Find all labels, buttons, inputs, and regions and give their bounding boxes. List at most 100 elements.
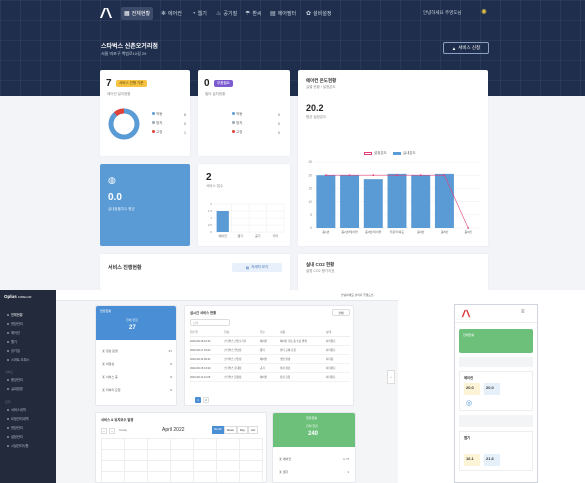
settings-icon: ✿ [306,11,312,17]
row-value: 1 [347,470,349,474]
nav-label: 전체현황 [131,11,151,17]
nav-item-settings[interactable]: ✿ 설비설정 [303,7,334,20]
wrench-icon: ▣ [102,375,106,379]
table-cell: 처리완료 [326,376,336,379]
y-tick-label: 0.5 [208,223,213,227]
side-toggle-icon[interactable]: › [387,370,395,384]
row-label: 에어컨 [282,457,292,461]
service-request-button[interactable]: ▲ 서비스 신청 [443,42,489,54]
table-filter-button[interactable]: 전체 [332,309,350,316]
co2-panel: 실내 CO2 현황 설명 CO2 평가지표 [298,254,488,290]
table-row[interactable]: 2022-08-17 15:02 스타벅스 연남점 웹기 필터 교체 요청 처리완료 [190,346,350,355]
filter-caption: 필터 설치현황 [205,92,226,96]
table-search-input[interactable]: 검색 [190,319,230,326]
efficiency-value: 0.0 [108,192,122,203]
prev-month-button[interactable]: ‹ [101,428,107,434]
page-1-button[interactable]: 1 [195,397,201,403]
table-cell: 냉방 불량 [280,358,291,361]
sidebar-item-settings[interactable]: 설정관리 [7,434,23,439]
sidebar-item-aircon[interactable]: 에어컨 [7,330,20,335]
aircon-count: 7 [106,78,112,89]
logo-icon[interactable] [99,7,113,19]
view-details-button[interactable]: ▤ 자세히 보기 [232,263,282,272]
fan-icon: ▣ [279,470,283,474]
sidebar-section-service: 서비스 [5,370,14,374]
nav-item-aircon[interactable]: ❄ 에어컨 [158,7,185,20]
service-request-label: 서비스 신청 [458,45,481,50]
nav-item-air-quality[interactable]: ♨ 공기질 [213,7,240,20]
calendar-grid[interactable] [101,438,263,482]
table-header: 접수일 현장 접수 내용 상태 [190,330,350,337]
wifi-icon: ◍ [108,175,116,185]
service-count-caption: 서비스 접수 [206,184,224,188]
menu-icon[interactable]: ≡ [521,309,525,315]
progress-label: 전체 현장 [306,424,318,428]
sidebar-item-requests[interactable]: 요청관리내역 [7,416,29,421]
inbox-icon: ▣ [102,388,106,392]
table-row[interactable]: 2022-08-16 09:41 스타벅스 신촌점 에어컨 냉방 불량 처리중 [190,355,350,364]
efficiency-card: ◍ 0.0 실내효율지수 평균 [100,164,190,246]
mobile-logo-icon[interactable] [461,309,471,318]
row-label: 미처리 요청 [105,388,121,392]
nav-item-overview[interactable]: ▦ 전체현황 [121,7,154,20]
view-week-button[interactable]: Week [223,426,237,434]
top-navigation: ▦ 전체현황 ❄ 에어컨 ◔ 웹기 ♨ 공기질 ☂ 환씨 ▤ 에어필터 ✿ 설비설정 안녕하세… [0,0,585,28]
table-cell: 스타벅스 신촌점 [224,358,242,361]
row-value: 0 [170,375,172,379]
sidebar-item-sites[interactable]: 현장관리 [7,321,23,326]
view-day-button[interactable]: Day [236,426,248,434]
app-logo[interactable]: Oplus KOREA AIR [4,294,31,299]
legend-value: 0 [278,130,280,135]
bar [387,173,407,228]
history-icon [7,408,9,411]
view-details-label: 자세히 보기 [251,265,269,269]
progress-title: 현장현황 [306,416,318,420]
nav-item-ventilation[interactable]: ☂ 환씨 [242,7,265,20]
table-row[interactable]: 2022-08-12 11:05 스타벅스 합정점 에어컨 점검 요청 처리완료 [190,373,350,382]
gear-icon[interactable]: ✺ [481,9,487,16]
table-row[interactable]: 2022-08-18 10:24 스타벅스 신촌오거리 에어컨 에어컨 가동 중 소음… [190,337,350,346]
service-progress-title: 서비스 진행현황 [108,265,142,271]
sidebar-item-fan[interactable]: 웹기 [7,339,17,344]
x-tick-label: 웹기 [237,233,243,238]
sidebar-item-smart-office[interactable]: 스마트 오피스 [7,357,29,362]
view-list-button[interactable]: List [247,426,259,434]
temperature-chart: 0 5 10 15 20 25 홀1번 홀2번/테이블 홀3번/테이블 카운터/복도 홀4번 홀5번 홀… [308,160,480,234]
sidebar-item-facility[interactable]: 시설관리사항 [7,443,29,448]
header-date: 접수일 [190,330,198,334]
view-month-button[interactable]: Month [212,426,224,434]
setpoint-point [443,174,446,177]
sidebar-item-indoor[interactable]: 실내환경 [7,386,23,391]
bar [411,175,431,228]
mobile-fan-card: 웹기 16.1 21.6 [459,431,533,471]
legend-value: 0 [278,121,280,126]
table-row[interactable]: 2022-08-15 13:20 스타벅스 홍대점 공기 센서 점검 처리완료 [190,364,350,373]
mobile-banner-title: 전체현황 [463,333,475,337]
table-cell: 2022-08-17 15:02 [190,348,211,352]
mobile-strip [459,415,533,427]
row-value: 1 / 5 [343,457,349,461]
service-count-chart: 0 0.5 1 1.5 2 에어컨 웹기 공기 기타 [208,202,285,238]
nav-item-fan[interactable]: ◔ 웹기 [189,7,210,20]
nav-item-air-filter[interactable]: ▤ 에어필터 [267,7,299,20]
aircon-status-card: 7 서비스 진행 기준 에어컨 설치현황 작동 6 정지 0 고장 1 [100,70,190,156]
hero-banner [0,0,585,96]
grid-icon: ▦ [124,11,130,17]
table-cell: 2022-08-18 10:24 [190,339,211,343]
progress-value: 240 [308,431,319,437]
sidebar-item-site-manage[interactable]: 현장관리 [7,425,23,430]
site-icon [7,322,9,325]
sidebar-label: 스마트 오피스 [11,358,30,362]
today-button[interactable]: Today [119,428,128,432]
nav-label: 웹기 [197,11,207,17]
sidebar-item-service-history[interactable]: 서비스내역 [7,407,26,412]
y-tick-label: 10 [308,200,312,204]
next-month-button[interactable]: › [109,428,115,434]
sidebar-item-central[interactable]: 중앙관리 [7,377,23,382]
sidebar-item-air-quality[interactable]: 공기질 [7,348,20,353]
site-title: 스타벅스 신촌오거리점 [101,44,158,50]
page-2-button[interactable]: 2 [203,397,209,403]
calendar-nav: ‹ › Today [101,428,129,434]
legend-value: 0 [278,112,280,117]
sidebar-item-overview[interactable]: 전체현황 [7,312,23,317]
